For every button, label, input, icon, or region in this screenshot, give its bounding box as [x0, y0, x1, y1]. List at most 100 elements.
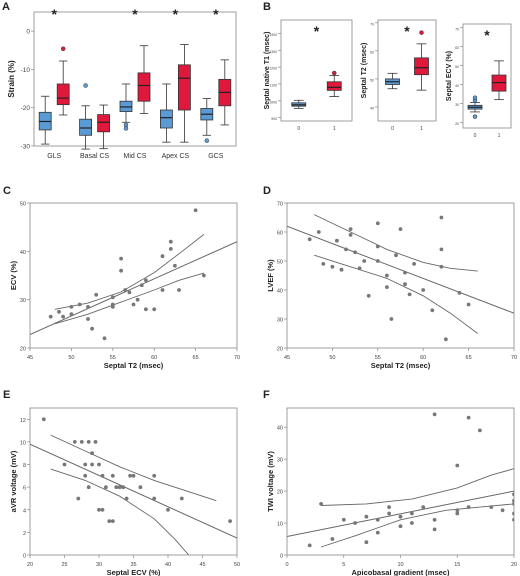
- panel-b-category-label: 1: [333, 126, 336, 132]
- panel-c-y-tick-label: 50: [20, 202, 26, 208]
- panel-c-plot-area: [30, 208, 237, 341]
- panel-d-point: [321, 262, 326, 266]
- panel-d-point: [375, 221, 380, 226]
- panel-b-frame: [280, 19, 353, 122]
- panel-d-ci-upper: [314, 214, 478, 272]
- panel-e-point: [152, 496, 157, 501]
- panel-a-box-apex-cs-1-box: [177, 64, 191, 111]
- panel-e-point: [100, 473, 105, 478]
- panel-d-point: [307, 237, 312, 242]
- panel-e-x-tick-label: 45: [199, 562, 205, 568]
- panel-b-y-tick-label: 60: [370, 50, 374, 54]
- panel-e-ci-upper: [50, 434, 217, 502]
- panel-c-point: [168, 247, 173, 251]
- panel-d-x-tick-label: 45: [284, 355, 290, 361]
- panel-e-point: [138, 485, 143, 490]
- panel-d-point: [439, 215, 444, 220]
- panel-e-y-tick-label: 4: [23, 508, 26, 514]
- panel-b-y-tick-label: 1400: [269, 33, 277, 37]
- panel-e-point: [97, 507, 101, 512]
- panel-e-point: [128, 473, 133, 478]
- panel-b-box-2-0: [467, 95, 483, 119]
- panel-c-x-tick-label: 50: [68, 355, 74, 361]
- panel-e-y-tick-label: 10: [20, 440, 26, 446]
- panel-a-box-apex-cs-1: [177, 44, 191, 143]
- panel-a-category-label: GCS: [208, 153, 224, 160]
- panel-e-point: [166, 507, 170, 512]
- panel-d-point: [439, 247, 444, 252]
- panel-f-point: [375, 530, 380, 535]
- panel-d-y-tick-label: 50: [277, 260, 283, 266]
- panel-a-box-basal-cs-0-outlier: [83, 83, 88, 88]
- panel-e-point: [72, 440, 77, 444]
- panel-c-point: [110, 295, 115, 300]
- panel-c-point: [144, 278, 148, 283]
- panel-b-box-1-0: [385, 72, 400, 90]
- panel-e-point: [86, 485, 91, 490]
- panel-c-point: [160, 254, 165, 259]
- panel-a-box-gcs-0-outlier: [204, 138, 210, 143]
- panel-c-y-tick-label: 20: [20, 347, 26, 353]
- panel-f-point: [455, 463, 460, 468]
- panel-e-y-tick-label: 6: [23, 486, 26, 492]
- panel-f-x-tick-label: 15: [454, 562, 460, 568]
- panel-e-point: [90, 451, 94, 456]
- panel-e-point: [131, 473, 136, 478]
- panel-d-point: [353, 250, 357, 255]
- panel-e-fit-line: [30, 443, 237, 539]
- panel-c-point: [168, 239, 173, 244]
- panel-b-box-0-0: [291, 99, 307, 109]
- panel-a-box-gcs-1: [218, 59, 232, 126]
- panel-e-x-tick-label: 20: [27, 562, 33, 568]
- panel-c-point: [94, 292, 99, 297]
- panel-c-point: [139, 283, 144, 288]
- panel-b-y-tick-label: 1200: [269, 67, 277, 71]
- panel-c-point: [135, 297, 140, 302]
- panel-d-fit-line: [287, 225, 514, 314]
- panel-e-frame: [29, 407, 238, 556]
- panel-b-category-label: 1: [420, 126, 423, 132]
- panel-e-point: [86, 440, 91, 444]
- panel-b-y-tick-label: 70: [455, 27, 459, 31]
- panel-f-ci-lower: [320, 503, 514, 548]
- panel-f-y-tick-label: 20: [277, 490, 283, 496]
- panel-e-point: [97, 462, 101, 467]
- panel-f-ylabel: TWI voltage (mV): [266, 451, 275, 512]
- panel-f-y-tick-label: 10: [277, 522, 283, 528]
- panel-d-ci-lower: [314, 254, 478, 334]
- panel-d-point: [330, 264, 335, 269]
- panel-d-point: [407, 292, 412, 297]
- panel-f-point: [512, 502, 514, 506]
- panel-a-box-apex-cs-0-box: [159, 109, 173, 129]
- panel-c-point: [110, 305, 115, 309]
- panel-c-point: [131, 302, 136, 307]
- panel-d-point: [457, 291, 462, 295]
- panel-b-y-tick-label: 900: [271, 117, 277, 121]
- panel-e-ylabel: aVR voltage (mV): [9, 450, 18, 512]
- panel-d-point: [466, 302, 471, 307]
- panel-a-category-label: Basal CS: [80, 153, 110, 160]
- panel-a-y-tick-label: -30: [21, 144, 31, 151]
- panel-a-category-label: Apex CS: [162, 153, 190, 160]
- panel-e-point: [83, 473, 88, 478]
- panel-e-x-tick-label: 40: [165, 562, 171, 568]
- panel-d-point: [403, 282, 407, 287]
- panel-a-box-gls-1: [56, 46, 70, 116]
- panel-d-point: [375, 259, 380, 263]
- panel-e-point: [179, 496, 184, 501]
- panel-f-point: [341, 517, 346, 522]
- panel-e-ci-lower: [50, 468, 190, 555]
- panel-d-point: [444, 337, 448, 342]
- panel-a-box-basal-cs-1: [97, 104, 110, 150]
- panel-a-category-label: Mid CS: [124, 153, 147, 160]
- panel-a-box-basal-cs-0: [79, 83, 92, 150]
- panel-b-y-tick-label: 20: [455, 122, 459, 126]
- panel-e-x-tick-label: 25: [61, 562, 67, 568]
- panel-b-ylabel: Septal T2 (msec): [361, 43, 368, 99]
- panel-c-xlabel: Septal T2 (msec): [104, 361, 164, 370]
- panel-d-point: [412, 262, 416, 266]
- panel-a-box-gls-0: [38, 95, 52, 145]
- panel-a-box-mid-cs-0-outlier: [123, 126, 129, 131]
- panel-f-point: [512, 498, 514, 503]
- panel-c-point: [86, 305, 90, 309]
